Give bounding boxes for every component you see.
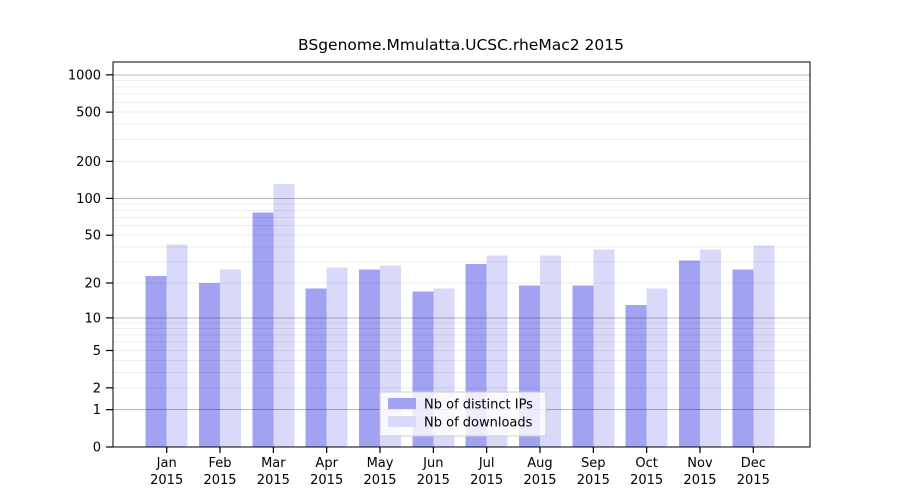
- bar-nov-downloads: [699, 249, 721, 447]
- bar-oct-downloads: [646, 288, 668, 447]
- bar-feb-downloads: [220, 269, 242, 447]
- x-tick-label-year: 2015: [737, 473, 770, 488]
- x-tick-label-year: 2015: [310, 473, 343, 488]
- legend-swatch-downloads: [388, 416, 416, 427]
- y-tick-label: 2: [93, 381, 101, 396]
- bar-sep-downloads: [593, 249, 615, 447]
- bar-feb-distinct-ips: [199, 283, 221, 447]
- x-tick-label-year: 2015: [203, 473, 236, 488]
- x-tick-label-month: Oct: [635, 456, 657, 471]
- x-tick-label-year: 2015: [523, 473, 556, 488]
- plot-border: [112, 61, 811, 448]
- y-tick-label: 100: [76, 192, 101, 207]
- bar-apr-distinct-ips: [305, 288, 327, 447]
- x-tick-label-month: Aug: [527, 456, 552, 471]
- bar-may-distinct-ips: [359, 269, 381, 447]
- y-tick-label: 20: [84, 277, 101, 292]
- y-tick-label: 50: [84, 229, 101, 244]
- gridlines-group: [113, 74, 810, 411]
- y-axis: 0 1 2 5 10 20 50 100 200 500 1000: [68, 68, 113, 456]
- bar-apr-downloads: [326, 267, 348, 447]
- legend-box: [379, 391, 547, 437]
- x-tick-label-month: Jan: [156, 456, 177, 471]
- x-tick-label-month: Apr: [315, 456, 338, 471]
- x-tick-label-year: 2015: [630, 473, 663, 488]
- x-tick-label-month: May: [367, 456, 394, 471]
- y-tick-label: 200: [76, 155, 101, 170]
- bar-oct-distinct-ips: [625, 304, 647, 447]
- legend-swatch-distinct-ips: [388, 398, 416, 409]
- x-tick-label-year: 2015: [257, 473, 290, 488]
- x-tick-label-year: 2015: [417, 473, 450, 488]
- x-tick-label-month: Sep: [581, 456, 606, 471]
- bar-sep-distinct-ips: [572, 285, 594, 447]
- bar-jan-downloads: [166, 244, 188, 447]
- x-axis: Jan 2015 Feb 2015 Mar 2015 Apr 2015 May 2015 Jun 20…: [150, 447, 770, 488]
- x-tick-label-month: Jul: [478, 456, 495, 471]
- bar-mar-downloads: [273, 183, 295, 448]
- bar-mar-distinct-ips: [252, 212, 274, 447]
- x-tick-label-month: Feb: [209, 456, 232, 471]
- y-tick-label: 1: [93, 403, 101, 418]
- x-tick-label-month: Jun: [422, 456, 443, 471]
- x-tick-label-month: Mar: [261, 456, 286, 471]
- legend: Nb of distinct IPs Nb of downloads: [379, 391, 547, 437]
- x-tick-label-month: Nov: [687, 456, 713, 471]
- x-tick-label-year: 2015: [683, 473, 716, 488]
- legend-label-distinct-ips: Nb of distinct IPs: [424, 398, 533, 413]
- x-tick-label-year: 2015: [577, 473, 610, 488]
- y-tick-label: 1000: [68, 68, 101, 83]
- legend-label-downloads: Nb of downloads: [424, 416, 533, 431]
- y-tick-label: 0: [93, 441, 101, 456]
- bar-dec-distinct-ips: [732, 269, 754, 447]
- bar-nov-distinct-ips: [678, 260, 700, 447]
- x-tick-label-year: 2015: [470, 473, 503, 488]
- x-tick-label-year: 2015: [150, 473, 183, 488]
- y-tick-label: 500: [76, 106, 101, 121]
- bar-dec-downloads: [753, 245, 775, 447]
- x-tick-label-year: 2015: [363, 473, 396, 488]
- x-tick-label-month: Dec: [741, 456, 766, 471]
- y-tick-label: 10: [84, 311, 101, 326]
- bar-jan-distinct-ips: [145, 275, 167, 447]
- y-tick-label: 5: [93, 344, 101, 359]
- chart-title: BSgenome.Mmulatta.UCSC.rheMac2 2015: [298, 36, 624, 54]
